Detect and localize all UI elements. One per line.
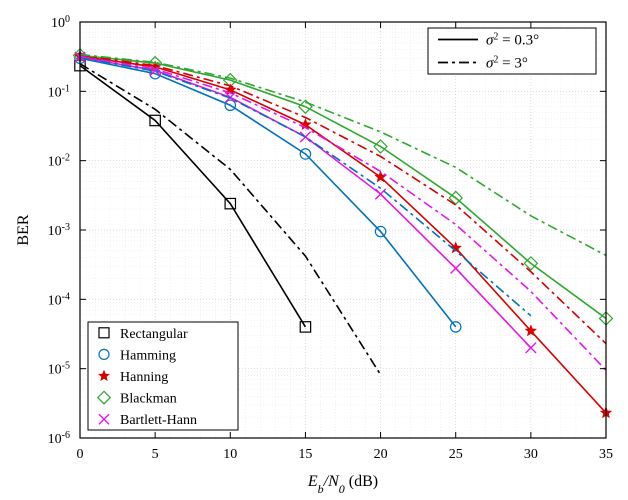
svg-text:100: 100 (51, 14, 70, 32)
svg-text:30: 30 (524, 447, 538, 462)
svg-text:σ2 = 3°: σ2 = 3° (486, 54, 528, 72)
svg-text:Hanning: Hanning (120, 370, 168, 385)
svg-text:20: 20 (374, 447, 388, 462)
svg-text:Eb/N0 (dB): Eb/N0 (dB) (307, 473, 378, 496)
svg-text:0: 0 (77, 447, 84, 462)
svg-text:Rectangular: Rectangular (120, 327, 188, 342)
svg-text:Blackman: Blackman (120, 392, 177, 407)
svg-text:Bartlett-Hann: Bartlett-Hann (120, 413, 197, 428)
svg-text:10-1: 10-1 (48, 83, 70, 101)
svg-text:10-6: 10-6 (48, 430, 70, 448)
svg-text:Hamming: Hamming (120, 348, 176, 363)
svg-text:5: 5 (152, 447, 159, 462)
svg-text:35: 35 (599, 447, 613, 462)
svg-text:10-3: 10-3 (48, 222, 70, 240)
svg-text:BER: BER (15, 214, 32, 245)
svg-text:15: 15 (298, 447, 312, 462)
ber-chart: 0 5 10 15 20 25 30 35 10-6 10-5 10-4 10-3 10-2 10-1 10… (0, 0, 628, 500)
svg-text:10-2: 10-2 (48, 152, 70, 170)
svg-text:10-5: 10-5 (48, 360, 70, 378)
svg-text:25: 25 (449, 447, 463, 462)
svg-text:10: 10 (223, 447, 237, 462)
svg-text:10-4: 10-4 (48, 291, 70, 309)
